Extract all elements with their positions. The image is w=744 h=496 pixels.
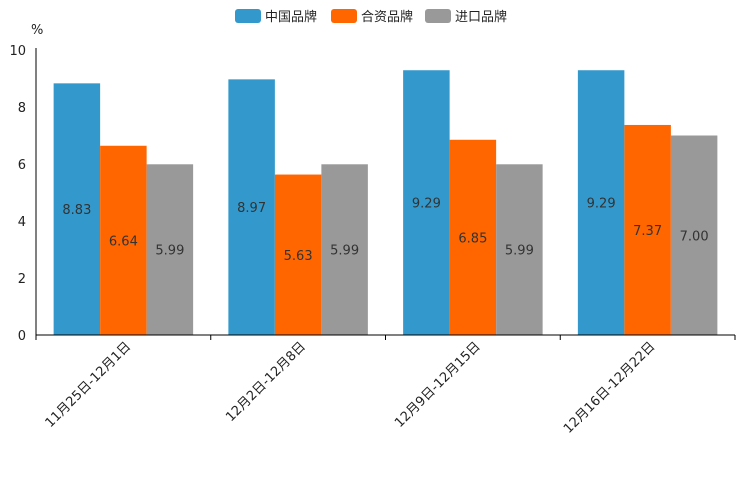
bar[interactable] [274,174,322,335]
legend-swatch [331,9,357,23]
bar[interactable] [449,139,497,335]
y-tick-label: 8 [18,101,26,116]
bar[interactable] [100,145,147,335]
x-tick-label: 12月9日-12月15日 [392,339,484,431]
bar[interactable] [577,70,625,336]
data-label: 9.29 [587,197,616,212]
data-label: 5.63 [284,249,313,264]
bar[interactable] [321,164,368,335]
legend-item-3[interactable]: 进口品牌 [425,9,507,25]
bar[interactable] [403,70,450,336]
data-label: 7.00 [680,229,709,244]
y-axis: 0 2 4 6 8 10 [9,44,37,344]
legend-swatch [425,9,451,23]
y-tick-label: 6 [18,158,26,173]
bar-group-3: 9.29 6.85 5.99 [403,70,543,336]
bar[interactable] [53,83,101,335]
legend: 中国品牌 合资品牌 进口品牌 [235,9,507,25]
data-label: 7.37 [633,224,662,239]
data-label: 8.83 [62,203,91,218]
legend-label: 合资品牌 [361,9,413,25]
x-axis: 11月25日-12月1日 12月2日-12月8日 12月9日-12月15日 12月16… [35,334,736,437]
y-tick-label: 2 [18,272,26,287]
data-label: 6.85 [458,231,487,246]
y-axis-unit-label: % [31,23,43,38]
bar-group-2: 8.97 5.63 5.99 [228,79,368,335]
data-label: 8.97 [237,201,266,216]
data-label: 5.99 [505,244,534,259]
y-tick-label: 10 [9,44,26,59]
legend-item-1[interactable]: 中国品牌 [235,9,317,25]
bar[interactable] [670,135,718,336]
bar[interactable] [228,79,275,335]
x-tick-label: 11月25日-12月1日 [43,339,135,431]
data-label: 6.64 [109,234,138,249]
bar[interactable] [146,164,194,335]
bar[interactable] [496,164,543,335]
legend-label: 中国品牌 [265,9,317,25]
x-tick-label: 12月16日-12月22日 [561,339,658,436]
bar-group-1: 8.83 6.64 5.99 [53,83,194,335]
y-tick-label: 4 [18,215,26,230]
data-label: 5.99 [330,244,359,259]
legend-label: 进口品牌 [455,9,507,25]
data-label: 9.29 [412,197,441,212]
data-label: 5.99 [155,244,184,259]
bar-group-4: 9.29 7.37 7.00 [577,70,718,336]
bar[interactable] [624,124,671,335]
x-tick-label: 12月2日-12月8日 [223,339,309,425]
legend-item-2[interactable]: 合资品牌 [331,9,413,25]
bars: 8.836.645.998.975.63 5.999.296.855.999.29… [53,70,718,336]
y-tick-label: 0 [18,329,26,344]
legend-swatch [235,9,261,23]
